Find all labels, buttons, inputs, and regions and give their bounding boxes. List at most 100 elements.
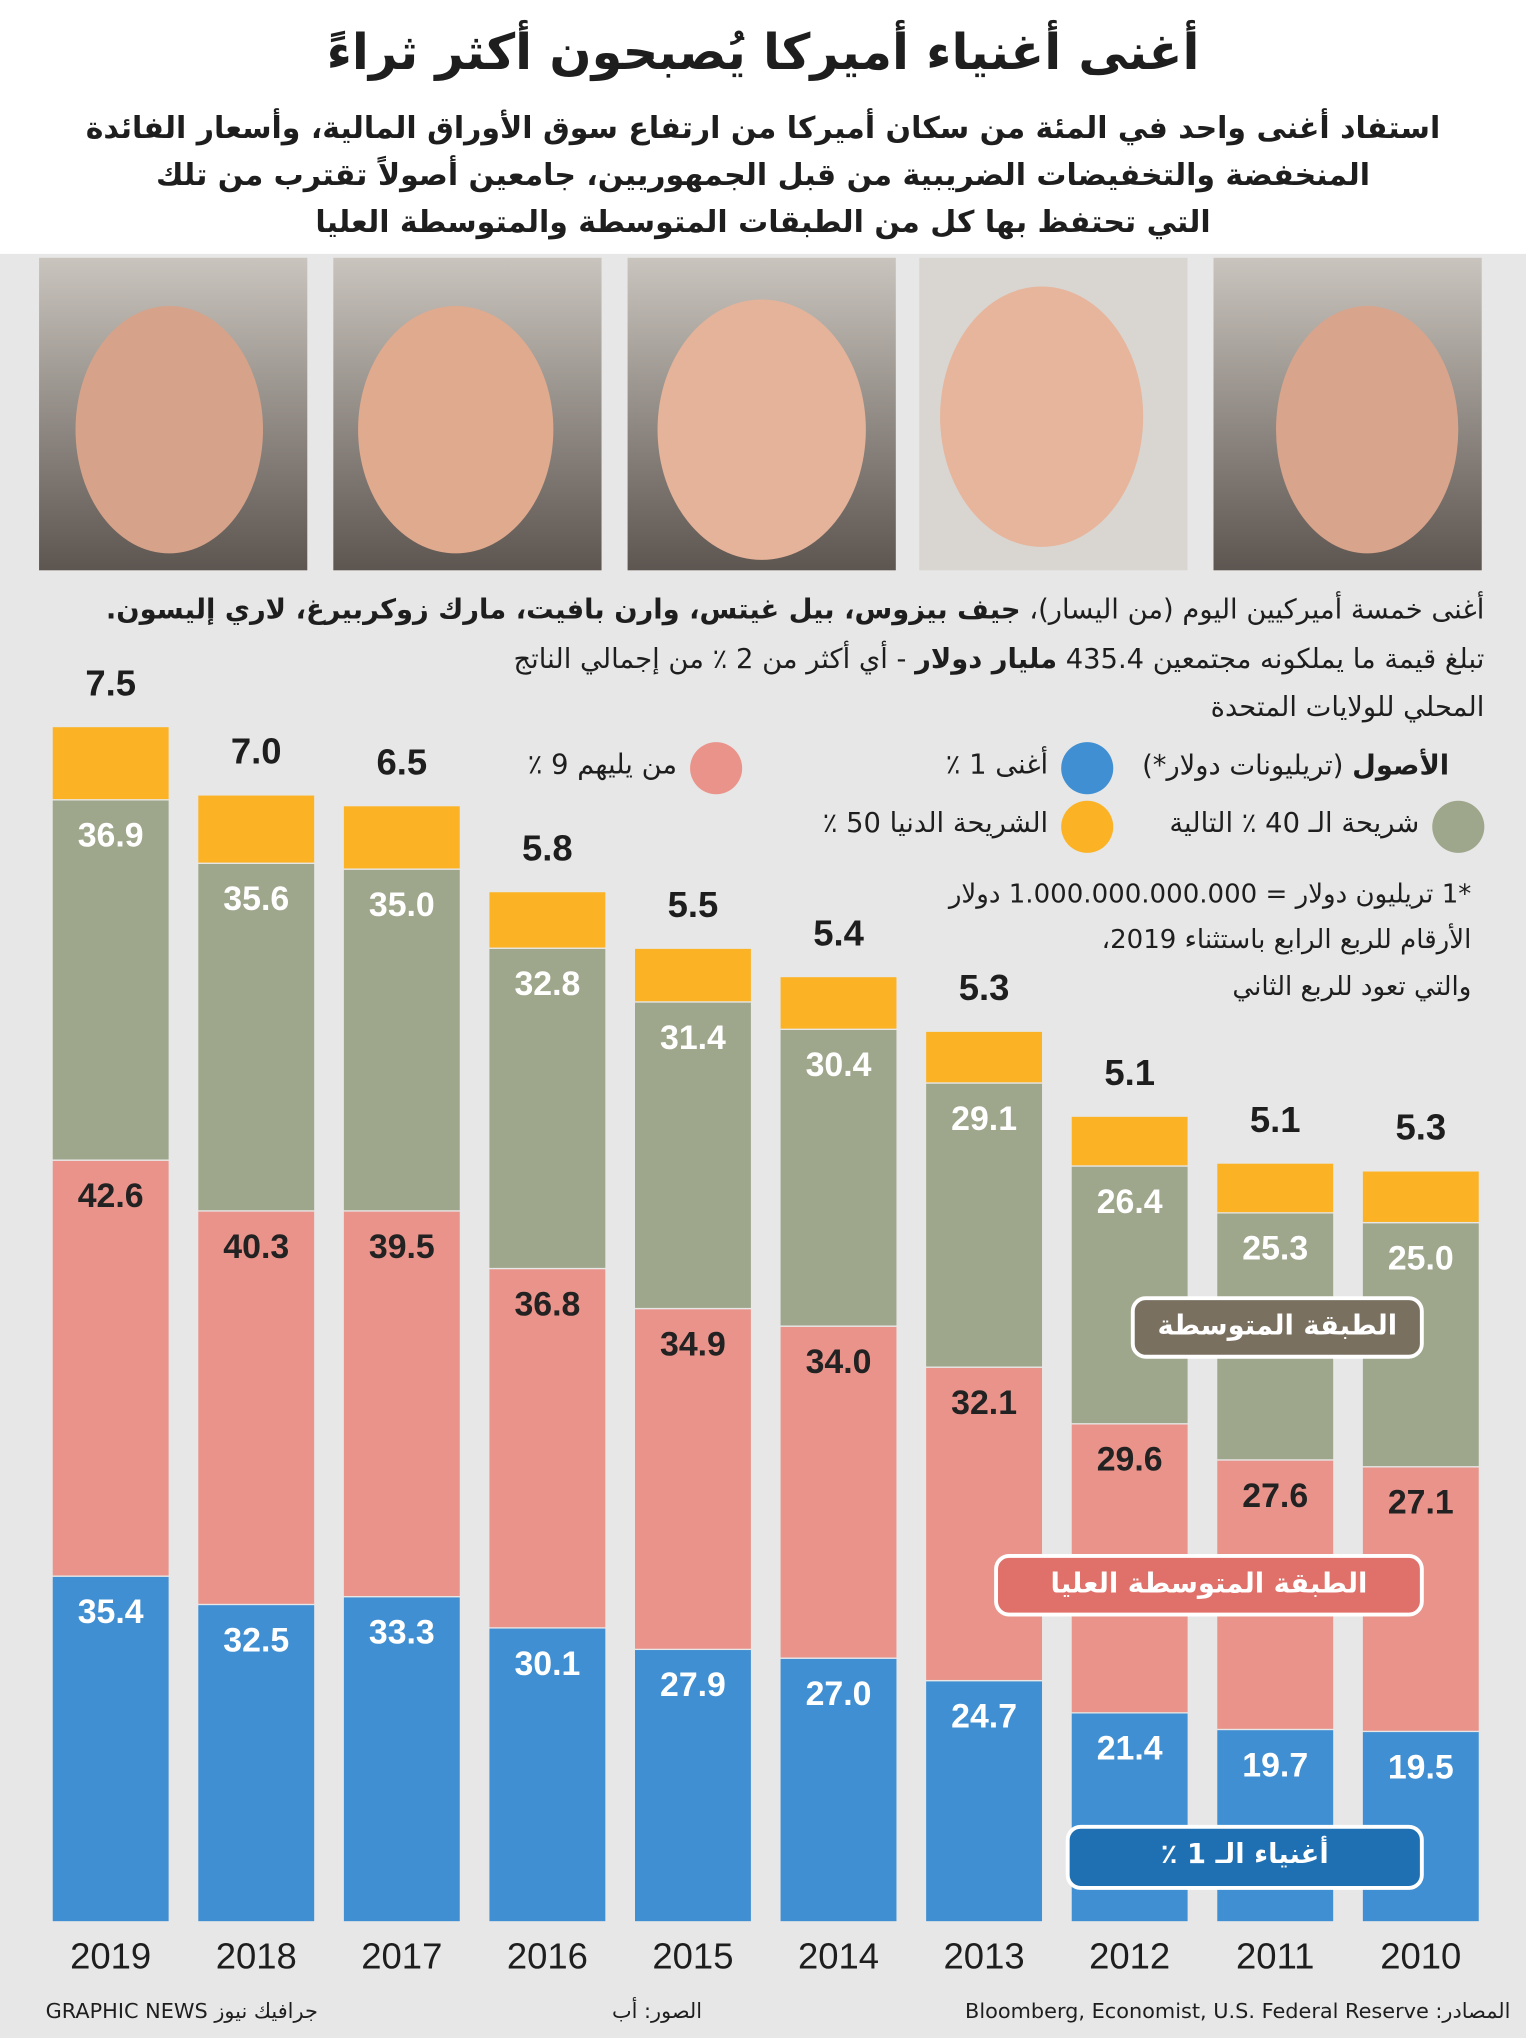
value-label: 7.0 <box>231 731 282 772</box>
callout-label: أغنياء الـ 1 ٪ <box>1160 1838 1329 1870</box>
bar-segment <box>779 1657 898 1923</box>
x-tick-label: 2016 <box>507 1936 588 1977</box>
value-label: 34.0 <box>806 1343 872 1381</box>
x-tick-label: 2014 <box>798 1936 879 1977</box>
caption-bold: مليار دولار <box>915 643 1058 675</box>
value-label: 5.3 <box>959 967 1010 1008</box>
value-label: 25.3 <box>1242 1230 1308 1268</box>
value-label: 36.9 <box>78 817 144 855</box>
legend-swatch <box>690 742 743 795</box>
value-label: 6.5 <box>376 741 427 782</box>
value-label: 27.1 <box>1388 1484 1454 1522</box>
callout-label: الطبقة المتوسطة <box>1157 1309 1398 1342</box>
legend-swatch <box>1061 742 1114 795</box>
value-label: 32.8 <box>514 965 580 1003</box>
caption-line: أغنى خمسة أميركيين اليوم (من اليسار)، جي… <box>106 594 1484 625</box>
value-label: 5.8 <box>522 827 573 868</box>
source: المصادر: Bloomberg, Economist, U.S. Fede… <box>965 1998 1511 2024</box>
value-label: 21.4 <box>1097 1730 1163 1768</box>
value-label: 19.5 <box>1388 1748 1454 1786</box>
x-tick-label: 2012 <box>1089 1936 1170 1977</box>
bar-segment <box>488 947 607 1270</box>
header-background <box>0 0 1526 254</box>
x-tick-label: 2013 <box>944 1936 1025 1977</box>
legend-unit: (تريليونات دولار*) <box>1142 749 1344 782</box>
bar-segment <box>51 725 170 801</box>
value-label: 27.6 <box>1242 1477 1308 1515</box>
caption-line: المحلي للولايات المتحدة <box>1210 691 1485 723</box>
value-label: 31.4 <box>660 1019 726 1057</box>
bar-segment <box>633 947 753 1003</box>
bar-segment <box>197 862 316 1212</box>
value-label: 32.5 <box>223 1621 289 1659</box>
bar-segment <box>51 1159 170 1577</box>
value-label: 5.4 <box>813 912 864 953</box>
bar-segment <box>1070 1115 1189 1167</box>
photo-face <box>1276 305 1459 554</box>
legend-label: أغنى 1 ٪ <box>945 748 1049 780</box>
caption-text: - أي أكثر من 2 ٪ من إجمالي الناتج <box>513 643 907 675</box>
bar-segment <box>633 1307 753 1651</box>
bar-segment <box>924 1679 1044 1923</box>
bar-segment <box>342 868 462 1212</box>
x-tick-label: 2019 <box>70 1936 151 1977</box>
photo-face <box>75 305 264 554</box>
value-label: 34.9 <box>660 1325 726 1363</box>
value-label: 42.6 <box>78 1177 144 1215</box>
value-label: 30.4 <box>806 1046 872 1084</box>
value-label: 27.0 <box>806 1675 872 1713</box>
bar-segment <box>197 1210 316 1606</box>
value-label: 5.1 <box>1104 1052 1155 1093</box>
bar-segment <box>1070 1165 1189 1425</box>
subtitle-line: استفاد أغنى واحد في المئة من سكان أميركا… <box>85 111 1441 146</box>
legend-title-text: الأصول <box>1352 749 1450 782</box>
photo-face <box>657 299 866 560</box>
photo-credit: الصور: أب <box>611 1998 703 2024</box>
credit: جرافيك نيوز GRAPHIC NEWS <box>45 1998 318 2024</box>
subtitle-line: المنخفضة والتخفيضات الضريبية من قبل الجم… <box>155 158 1371 193</box>
bar-segment <box>633 1648 753 1923</box>
value-label: 40.3 <box>223 1228 289 1266</box>
bar-segment <box>342 1595 462 1923</box>
value-label: 35.0 <box>369 886 435 924</box>
value-label: 25.0 <box>1388 1239 1454 1277</box>
value-label: 36.8 <box>514 1285 580 1323</box>
caption-line: تبلغ قيمة ما يملكونه مجتمعين 435.4 مليار… <box>514 643 1485 674</box>
caption-names: جيف بيزوس، بيل غيتس، وارن بافيت، مارك زو… <box>105 593 1021 625</box>
bar-segment <box>1361 1170 1481 1224</box>
callout-label: الطبقة المتوسطة العليا <box>1050 1567 1368 1599</box>
value-label: 26.4 <box>1097 1183 1163 1221</box>
value-label: 29.6 <box>1097 1441 1163 1479</box>
bar-segment <box>779 975 898 1030</box>
value-label: 24.7 <box>951 1697 1017 1735</box>
photo-face <box>940 286 1144 547</box>
bar-segment <box>488 1627 607 1923</box>
x-tick-label: 2010 <box>1380 1936 1461 1977</box>
bar-segment <box>633 1001 753 1310</box>
bar-segment <box>197 794 316 864</box>
photos <box>39 257 1482 571</box>
value-label: 35.6 <box>223 880 289 918</box>
footnote: *1 تريليون دولار = 1.000.000.000.000 دول… <box>948 877 1472 909</box>
legend-label: شريحة الـ 40 ٪ التالية <box>1169 807 1420 839</box>
x-tick-label: 2018 <box>216 1936 297 1977</box>
value-label: 5.3 <box>1395 1107 1446 1148</box>
photo-face <box>358 305 554 554</box>
value-label: 30.1 <box>514 1645 580 1683</box>
bar-segment <box>342 804 462 870</box>
caption-text: أغنى خمسة أميركيين اليوم (من اليسار)، <box>1029 593 1485 625</box>
value-label: 27.9 <box>660 1666 726 1704</box>
footnote: والتي تعود للربع الثاني <box>1232 970 1472 1002</box>
value-label: 39.5 <box>369 1228 435 1266</box>
value-label: 29.1 <box>951 1100 1017 1138</box>
value-label: 33.3 <box>369 1614 435 1652</box>
subtitle-line: التي تحتفظ بها كل من الطبقات المتوسطة وا… <box>315 205 1211 240</box>
bar-segment <box>779 1028 898 1327</box>
bar-segment <box>1215 1162 1335 1214</box>
callout-box <box>994 1553 1424 1617</box>
bar-segment <box>924 1082 1044 1368</box>
bar-segment <box>342 1210 462 1598</box>
legend-label: الشريحة الدنيا 50 ٪ <box>822 807 1049 839</box>
